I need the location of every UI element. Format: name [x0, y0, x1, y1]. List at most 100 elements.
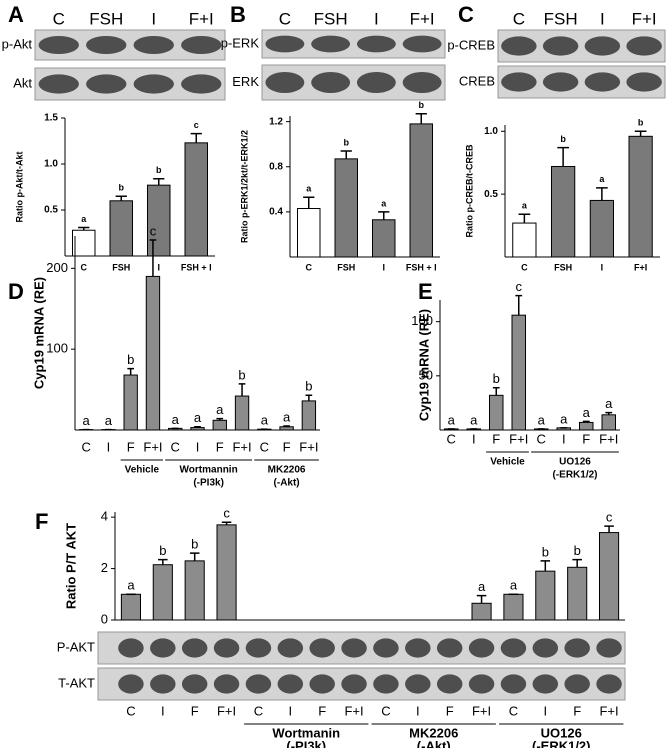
blot-band	[86, 36, 127, 54]
group-label: (-ERK1/2)	[552, 470, 597, 481]
blot-band	[265, 72, 305, 93]
significance-letter: a	[448, 412, 456, 427]
lane-label: FSH	[89, 9, 123, 28]
bar	[184, 142, 208, 257]
blot-band	[309, 674, 335, 694]
significance-letter: a	[510, 578, 518, 593]
bar	[234, 395, 250, 431]
bar	[589, 199, 614, 258]
x-tick-label: F+I	[217, 703, 236, 718]
blot-band	[405, 674, 431, 694]
x-tick-label: C	[381, 703, 390, 718]
bar	[152, 564, 173, 621]
y-axis-label: Ratio p-Akt/t-Akt	[14, 152, 24, 223]
error-bar	[476, 594, 487, 604]
blot-band	[181, 638, 208, 658]
bar	[601, 414, 616, 431]
blot-label: p-ERK	[221, 35, 260, 50]
group-label: (-PI3k)	[193, 478, 224, 489]
significance-letter: a	[81, 214, 87, 224]
panel-label: F	[35, 509, 48, 534]
significance-letter: a	[83, 413, 91, 428]
blot-band	[468, 638, 495, 658]
bar	[109, 200, 133, 257]
lane-label: FSH	[314, 9, 348, 28]
error-bar	[557, 146, 569, 167]
significance-letter: a	[194, 410, 202, 425]
lane-label: C	[53, 9, 65, 28]
blot-band	[596, 638, 622, 658]
y-tick-label: 200	[46, 260, 68, 275]
blot-band	[311, 72, 351, 93]
error-bar	[153, 177, 165, 186]
blot-band	[181, 36, 222, 54]
significance-letter: a	[283, 409, 291, 424]
x-tick-label: I	[289, 703, 293, 718]
panel-label: C	[458, 2, 474, 27]
significance-letter: a	[583, 405, 591, 420]
x-tick-label: F+I	[472, 703, 491, 718]
x-tick-label: F+I	[599, 703, 618, 718]
significance-letter: a	[381, 198, 387, 208]
x-tick-label: C	[171, 439, 180, 454]
error-bar	[115, 195, 127, 201]
y-tick-label: 100	[46, 341, 68, 356]
blot-band	[373, 674, 399, 694]
blot-band	[277, 638, 304, 658]
blot-band	[626, 36, 662, 56]
bar	[184, 560, 205, 621]
error-bar	[190, 132, 202, 143]
bar	[216, 524, 237, 621]
significance-letter: c	[194, 120, 199, 130]
significance-letter: a	[478, 579, 486, 594]
bar	[535, 570, 556, 621]
y-tick-label: 0	[101, 611, 108, 626]
significance-letter: c	[606, 510, 613, 525]
x-tick-label: C	[521, 262, 528, 272]
x-tick-label: F+I	[232, 439, 251, 454]
error-bar	[605, 411, 613, 415]
significance-letter: a	[538, 412, 546, 427]
lane-label: I	[151, 9, 156, 28]
bar	[511, 314, 526, 431]
blot-band	[501, 72, 537, 92]
group-label: (-PI3k)	[286, 738, 326, 748]
panel-label: A	[8, 2, 24, 27]
group-label: (-ERK1/2)	[532, 738, 591, 748]
error-bar	[216, 417, 224, 421]
x-tick-label: FSH	[112, 262, 130, 272]
bar	[599, 532, 620, 621]
blot-band	[245, 638, 272, 658]
x-tick-label: C	[509, 703, 518, 718]
group-label: (-Akt)	[417, 738, 451, 748]
x-tick-label: I	[157, 262, 160, 272]
x-tick-label: C	[81, 439, 90, 454]
x-tick-label: F	[127, 439, 135, 454]
y-tick-label: 0.4	[269, 207, 283, 218]
blot-band	[213, 638, 240, 658]
blot-band	[86, 74, 127, 94]
error-bar	[518, 213, 531, 224]
blot-band	[181, 674, 208, 694]
x-tick-label: I	[161, 703, 165, 718]
error-bar	[582, 420, 590, 423]
blot-band	[532, 674, 559, 694]
error-bar	[596, 187, 608, 201]
blot-band	[309, 638, 335, 658]
blot-band	[532, 638, 559, 658]
panel-label: B	[230, 2, 246, 27]
x-tick-label: F+I	[599, 431, 618, 446]
x-tick-label: FSH + I	[406, 262, 437, 272]
x-tick-label: C	[260, 439, 269, 454]
blot-band	[341, 638, 367, 658]
error-bar	[378, 211, 390, 220]
group-label: MK2206	[409, 725, 458, 740]
group-label: (-Akt)	[274, 478, 300, 489]
y-tick-label: 1.2	[269, 116, 283, 127]
significance-letter: b	[344, 137, 350, 147]
significance-letter: b	[305, 379, 312, 394]
error-bar	[604, 525, 614, 533]
x-tick-label: F	[318, 703, 326, 718]
blot-band	[500, 674, 527, 694]
